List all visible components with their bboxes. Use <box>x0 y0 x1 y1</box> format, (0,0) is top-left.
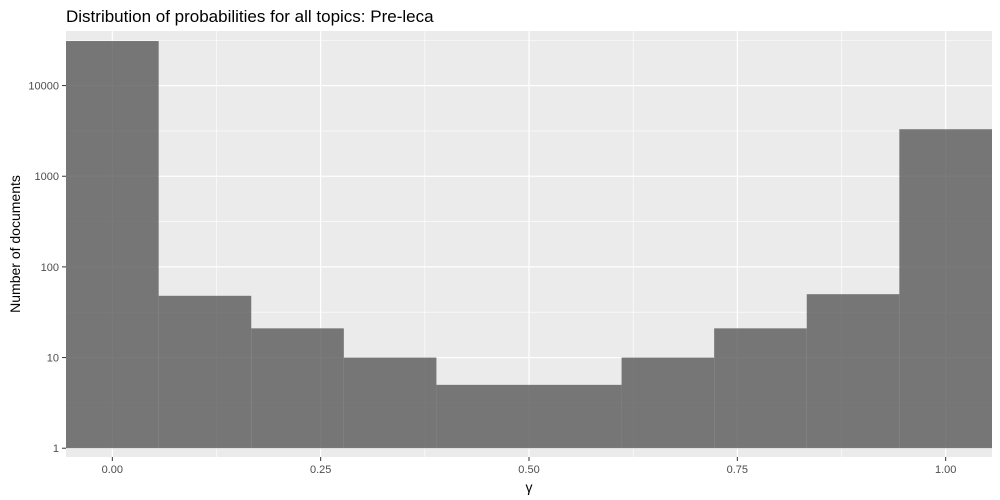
chart-title: Distribution of probabilities for all to… <box>66 7 434 26</box>
histogram-bar <box>158 295 252 449</box>
x-tick-label: 0.75 <box>727 464 748 476</box>
histogram-bar <box>529 384 622 449</box>
x-tick-label: 0.25 <box>310 464 331 476</box>
histogram-bar <box>806 294 900 449</box>
y-tick-label: 10 <box>47 353 59 365</box>
histogram-bars <box>66 41 992 449</box>
y-tick-label: 10000 <box>28 81 59 93</box>
y-axis-ticks: 1 10 100 1000 10000 <box>28 81 66 455</box>
y-tick-label: 100 <box>41 262 59 274</box>
histogram-bar <box>343 357 437 449</box>
histogram-bar <box>714 328 807 449</box>
histogram-bar <box>251 328 344 449</box>
histogram-bar <box>899 129 992 449</box>
histogram-bar <box>621 357 715 449</box>
y-tick-label: 1000 <box>35 171 59 183</box>
x-tick-label: 0.00 <box>102 464 123 476</box>
y-tick-label: 1 <box>53 443 59 455</box>
x-tick-label: 1.00 <box>935 464 956 476</box>
histogram-bar <box>66 41 159 449</box>
y-axis-label: Number of documents <box>7 175 23 313</box>
x-axis-ticks: 0.00 0.25 0.50 0.75 1.00 <box>102 457 956 476</box>
x-tick-label: 0.50 <box>518 464 539 476</box>
x-axis-label: γ <box>526 479 533 495</box>
histogram-bar <box>436 384 529 449</box>
